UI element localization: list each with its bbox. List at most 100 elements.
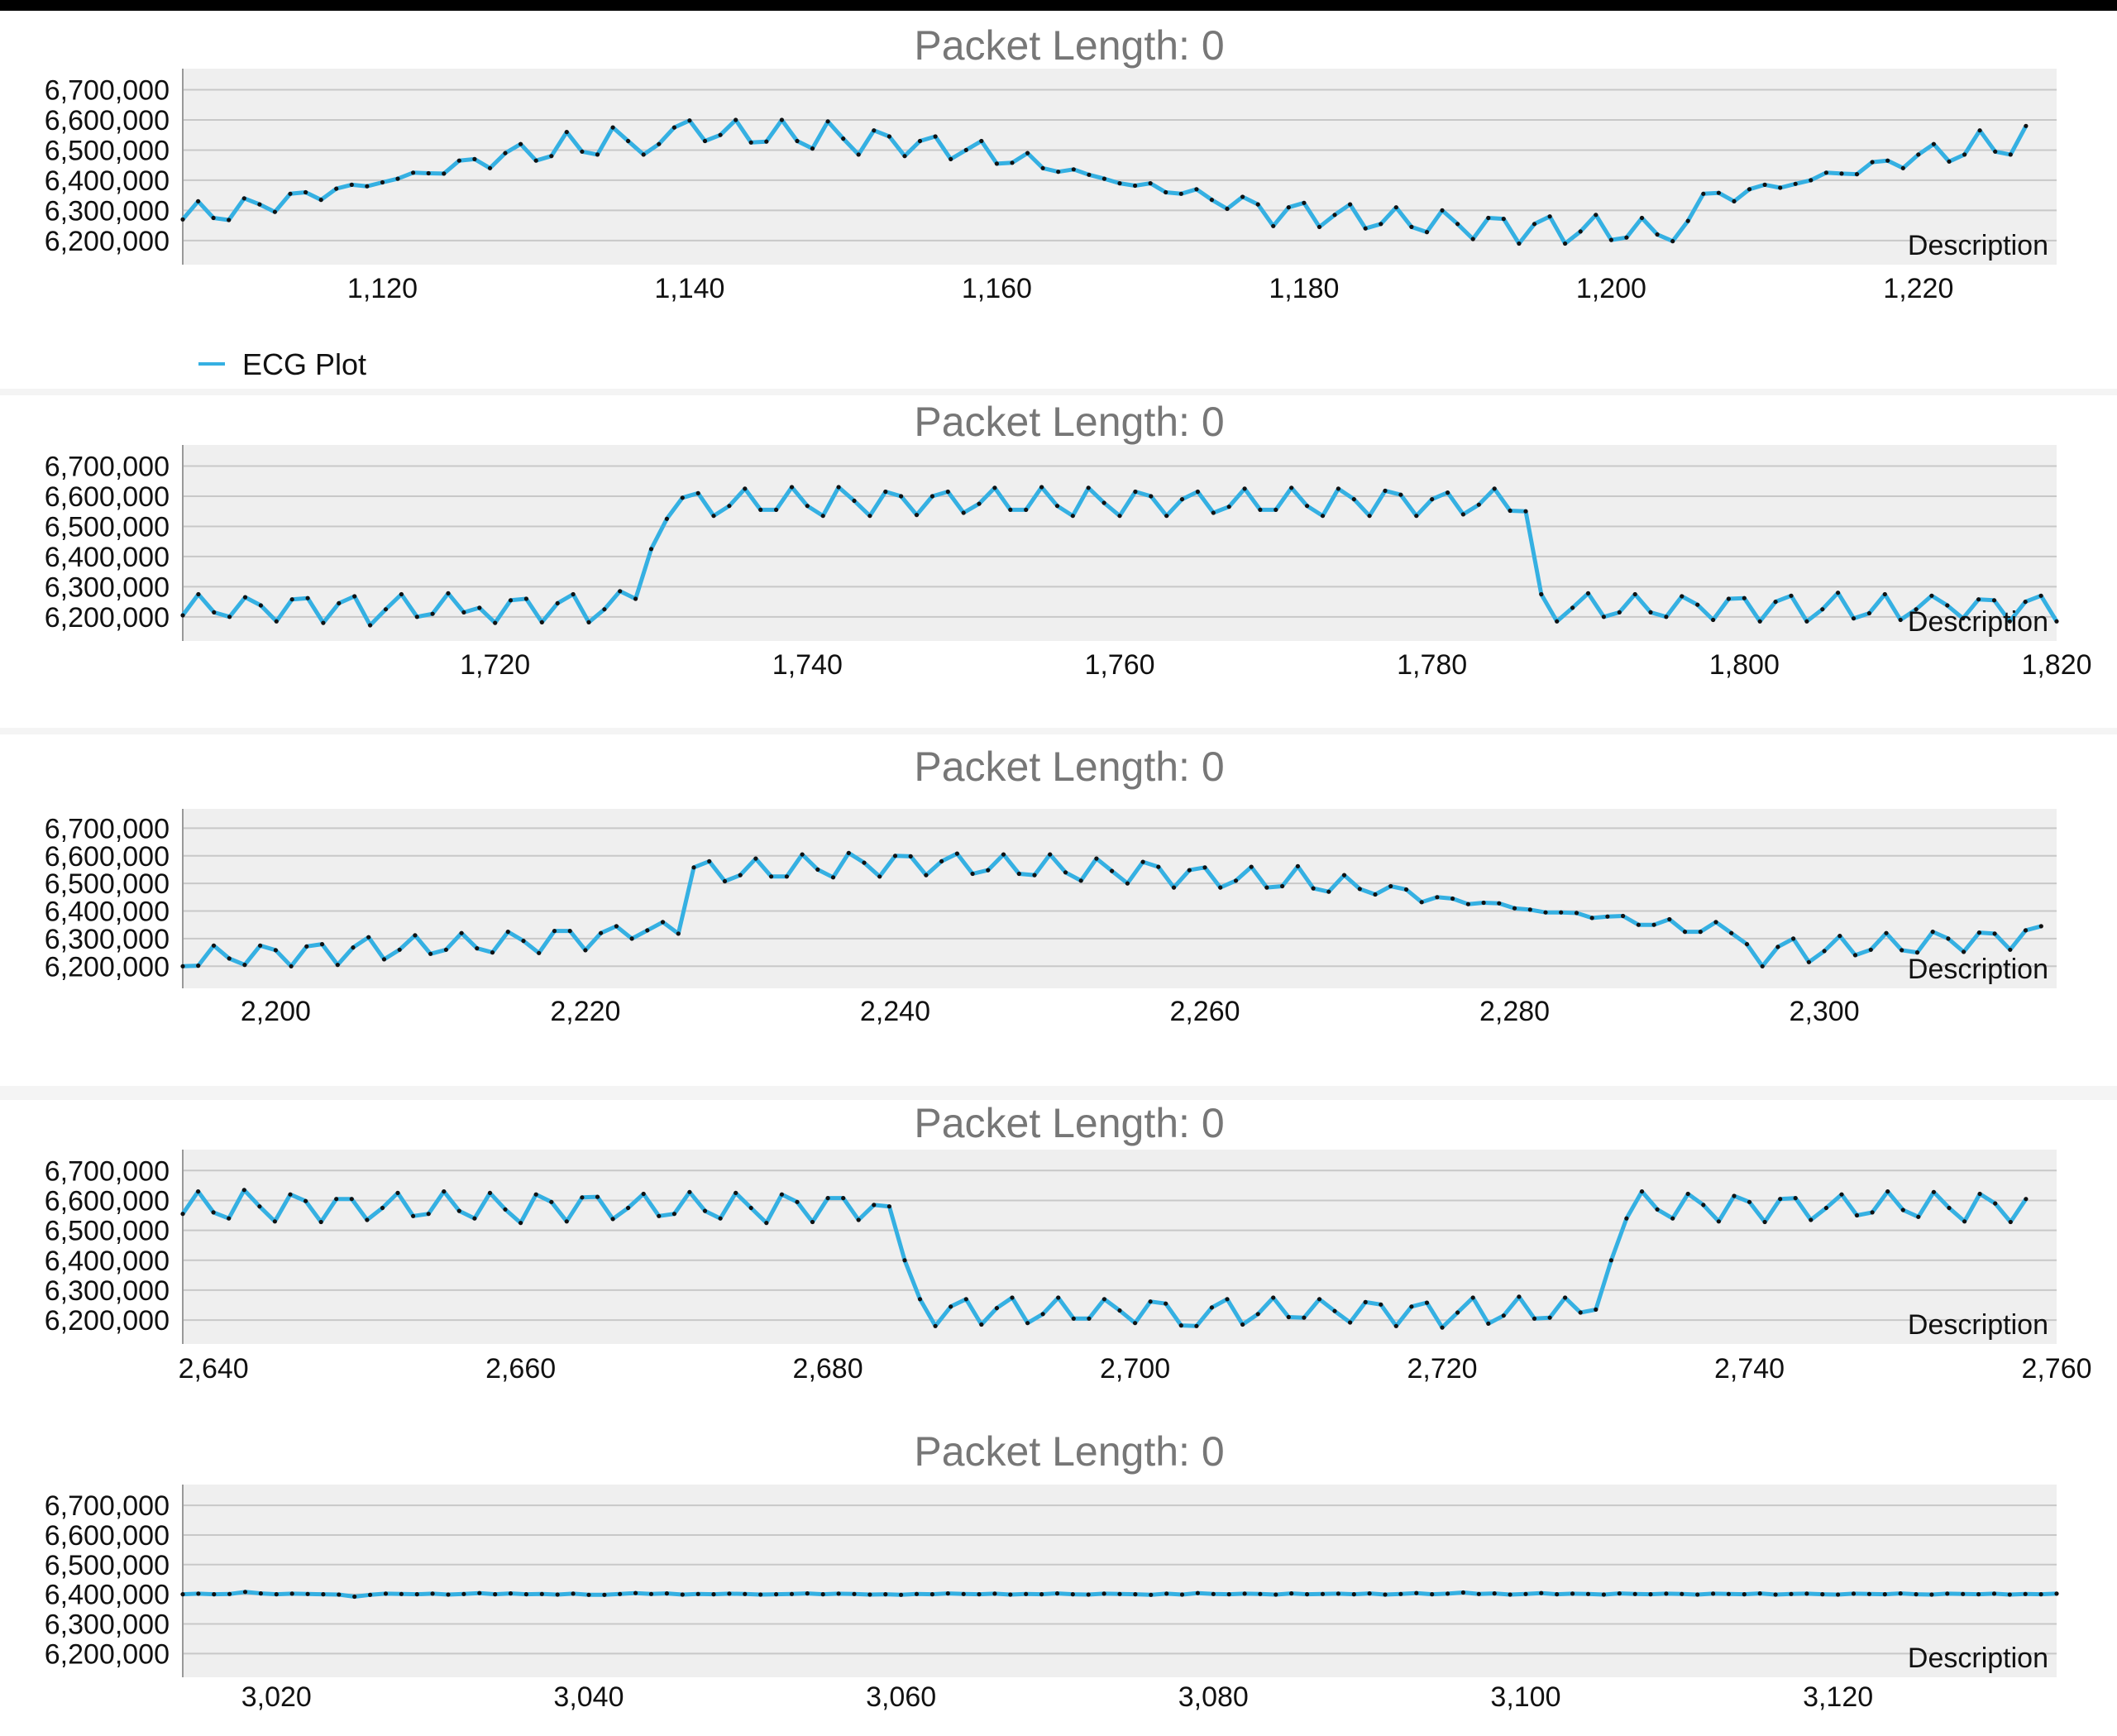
data-point [196,198,201,203]
data-point [1820,607,1825,612]
data-point [1757,1591,1762,1596]
data-point [395,176,400,181]
data-point [1773,600,1778,605]
data-point [443,947,449,952]
data-point [1164,514,1169,519]
data-point [180,217,185,222]
data-point [227,615,232,619]
data-point [1806,959,1811,964]
data-point [1732,198,1737,203]
data-point [366,935,371,940]
data-point [555,1592,560,1597]
data-point [1125,881,1130,886]
data-point [979,138,984,144]
x-tick-label: 2,240 [860,996,930,1027]
data-point [1289,1591,1294,1596]
data-point [1258,507,1263,512]
data-point [180,1212,185,1217]
data-point [365,184,370,189]
data-point [456,158,461,163]
data-point [660,920,666,925]
data-point [1624,1216,1629,1221]
data-point [289,1591,294,1596]
data-point [399,591,404,597]
data-point [1823,170,1828,175]
data-point [2054,1591,2059,1596]
chart-description: Description [1908,230,2048,261]
data-point [2038,593,2043,598]
data-point [461,610,466,615]
data-point [1884,930,1889,935]
data-point [1414,514,1419,519]
data-point [1117,514,1122,519]
data-point [1778,1197,1783,1202]
data-point [2008,1219,2013,1225]
data-point [702,138,708,144]
data-point [924,873,929,878]
data-point [334,1197,339,1202]
data-point [758,507,763,512]
data-point [1517,241,1522,246]
data-point [1667,916,1672,922]
x-tick-label: 1,160 [962,273,1032,304]
data-point [883,489,888,495]
data-point [1791,936,1796,941]
y-tick-label: 6,300,000 [45,1275,170,1307]
data-point [1866,610,1871,616]
data-point [518,141,523,146]
data-point [820,1592,825,1597]
data-point [2008,947,2013,952]
data-point [1639,215,1645,221]
data-point [1578,229,1583,234]
data-point [945,1591,950,1596]
data-point [1695,602,1700,607]
data-point [242,595,248,600]
plot-area [183,69,2057,265]
data-point [477,1590,482,1595]
data-point [2038,924,2043,929]
data-point [1617,610,1622,615]
data-point [914,513,920,518]
data-point [902,154,907,159]
data-point [493,1592,498,1597]
data-point [949,156,953,161]
data-point [1149,1592,1154,1597]
data-point [1367,514,1372,519]
data-point [825,1196,830,1201]
x-tick-label: 1,740 [772,649,843,681]
data-point [549,154,554,159]
data-point [945,489,950,495]
data-point [472,1216,477,1221]
y-tick-label: 6,200,000 [45,226,170,257]
x-tick-label: 1,760 [1084,649,1154,681]
data-point [428,951,433,956]
y-tick-label: 6,700,000 [45,1155,170,1187]
data-point [1179,1592,1185,1597]
data-point [1393,1323,1398,1328]
data-point [929,494,934,499]
data-point [1465,901,1470,906]
data-point [1102,1591,1106,1596]
y-tick-label: 6,400,000 [45,165,170,197]
data-point [368,623,373,628]
data-point [430,611,435,616]
data-point [1209,1305,1214,1310]
data-point [1409,1304,1414,1309]
data-point [1348,1320,1353,1325]
data-point [1991,598,1997,603]
data-point [1632,1591,1637,1596]
data-point [1789,1591,1794,1596]
data-point [784,874,790,879]
data-point [1302,200,1307,205]
data-point [1460,512,1465,517]
x-tick-label: 1,200 [1576,273,1646,304]
data-point [211,215,216,221]
data-point [1194,1323,1199,1328]
data-point [1476,502,1481,507]
data-point [1962,1219,1967,1224]
data-point [633,1590,638,1595]
data-point [1508,1592,1512,1597]
data-point [774,1592,779,1597]
data-point [961,1591,966,1596]
data-point [304,944,309,949]
